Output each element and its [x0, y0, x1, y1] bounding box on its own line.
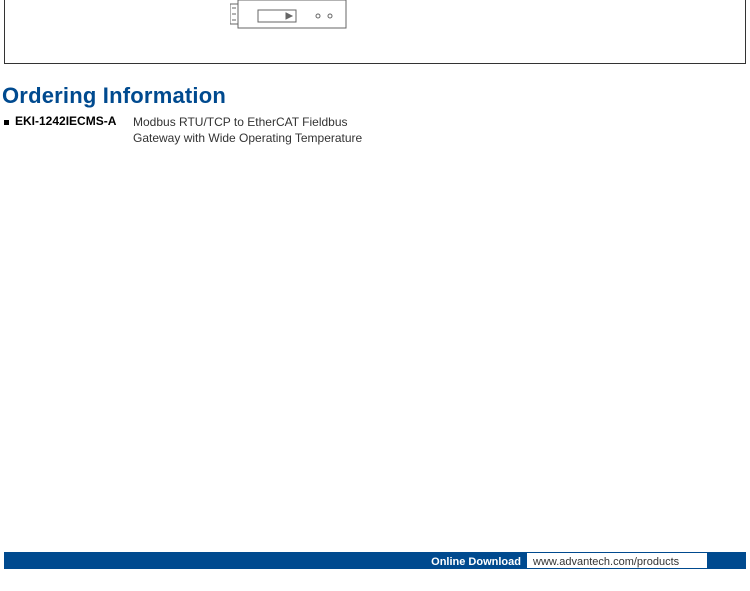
device-drawing: [230, 0, 352, 30]
diagram-container: [4, 0, 746, 64]
footer-end-block: [708, 552, 746, 569]
part-number: EKI-1242IECMS-A: [15, 114, 133, 128]
footer-label: Online Download: [431, 552, 526, 569]
part-description: Modbus RTU/TCP to EtherCAT Fieldbus Gate…: [133, 114, 373, 146]
ordering-item: EKI-1242IECMS-A Modbus RTU/TCP to EtherC…: [4, 114, 564, 146]
section-title: Ordering Information: [2, 83, 226, 109]
footer-bar: Online Download www.advantech.com/produc…: [4, 552, 746, 569]
bullet-icon: [4, 120, 9, 125]
footer-url[interactable]: www.advantech.com/products: [526, 552, 708, 569]
